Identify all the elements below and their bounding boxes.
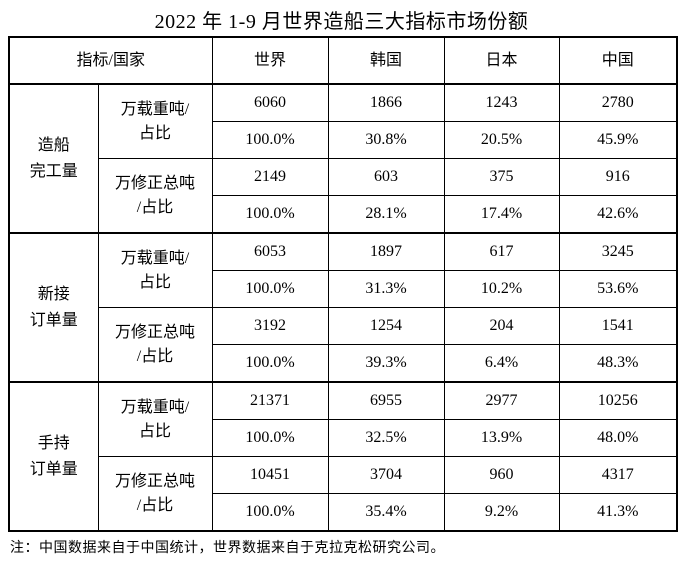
value-cell: 6955: [327, 381, 445, 420]
group-label-completions: 造船 完工量: [8, 83, 99, 234]
value-cell: 1866: [327, 83, 445, 122]
share-cell: 48.3%: [558, 344, 678, 383]
value-cell: 2780: [558, 83, 678, 122]
value-cell: 1243: [443, 83, 560, 122]
share-cell: 31.3%: [327, 270, 445, 308]
table-row: 100.0% 28.1% 17.4% 42.6%: [9, 195, 678, 234]
table-row: 手持 订单量 万载重吨/ 占比 21371 6955 2977 10256: [8, 381, 678, 532]
metric-label-cgt: 万修正总吨 /占比: [97, 456, 213, 532]
table-row: 100.0% 39.3% 6.4% 48.3%: [9, 344, 678, 383]
table-row: 100.0% 32.5% 13.9% 48.0%: [9, 419, 678, 457]
share-cell: 32.5%: [327, 419, 445, 457]
value-cell: 6053: [211, 232, 329, 271]
value-cell: 375: [443, 158, 560, 196]
table-row: 100.0% 35.4% 9.2% 41.3%: [9, 493, 678, 532]
value-cell: 1541: [558, 307, 678, 345]
share-cell: 10.2%: [443, 270, 560, 308]
share-cell: 13.9%: [443, 419, 560, 457]
share-cell: 20.5%: [443, 121, 560, 159]
metric-label-cgt: 万修正总吨 /占比: [97, 158, 213, 234]
share-cell: 42.6%: [558, 195, 678, 234]
share-cell: 39.3%: [327, 344, 445, 383]
value-cell: 6060: [211, 83, 329, 122]
value-cell: 10256: [558, 381, 678, 420]
market-share-table: 指标/国家 世界 韩国 日本 中国 造船 完工量 万载重吨/ 占比 6060 1…: [8, 36, 679, 532]
value-cell: 960: [443, 456, 560, 494]
table-row: 万修正总吨 /占比 3192 1254 204 1541: [9, 307, 678, 383]
table-title: 2022 年 1-9 月世界造船三大指标市场份额: [154, 11, 529, 33]
group-label-order-backlog: 手持 订单量: [8, 381, 99, 532]
value-cell: 603: [327, 158, 445, 196]
column-header-japan: 日本: [443, 36, 560, 85]
metric-label-dwt: 万载重吨/ 占比: [97, 83, 213, 159]
header-row: 指标/国家 世界 韩国 日本 中国: [8, 36, 678, 85]
share-cell: 17.4%: [443, 195, 560, 234]
column-header-korea: 韩国: [327, 36, 445, 85]
share-cell: 100.0%: [211, 121, 329, 159]
group-label-new-orders: 新接 订单量: [8, 232, 99, 383]
share-cell: 41.3%: [558, 493, 678, 532]
table-row: 万修正总吨 /占比 2149 603 375 916: [9, 158, 678, 234]
metric-label-cgt: 万修正总吨 /占比: [97, 307, 213, 383]
source-note: 注：中国数据来自于中国统计，世界数据来自于克拉克松研究公司。: [10, 539, 445, 555]
column-header-world: 世界: [211, 36, 329, 85]
corner-header-cell: 指标/国家: [8, 36, 213, 85]
share-cell: 100.0%: [211, 195, 329, 234]
column-header-china: 中国: [558, 36, 678, 85]
share-cell: 30.8%: [327, 121, 445, 159]
share-cell: 53.6%: [558, 270, 678, 308]
value-cell: 1254: [327, 307, 445, 345]
share-cell: 35.4%: [327, 493, 445, 532]
share-cell: 100.0%: [211, 419, 329, 457]
value-cell: 916: [558, 158, 678, 196]
share-cell: 100.0%: [211, 493, 329, 532]
value-cell: 2149: [211, 158, 329, 196]
share-cell: 6.4%: [443, 344, 560, 383]
value-cell: 1897: [327, 232, 445, 271]
value-cell: 3704: [327, 456, 445, 494]
share-cell: 48.0%: [558, 419, 678, 457]
value-cell: 617: [443, 232, 560, 271]
value-cell: 21371: [211, 381, 329, 420]
table-row: 造船 完工量 万载重吨/ 占比 6060 1866 1243 2780: [8, 83, 678, 234]
table-row: 万修正总吨 /占比 10451 3704 960 4317: [9, 456, 678, 532]
value-cell: 2977: [443, 381, 560, 420]
share-cell: 100.0%: [211, 344, 329, 383]
share-cell: 45.9%: [558, 121, 678, 159]
value-cell: 3245: [558, 232, 678, 271]
table-row: 新接 订单量 万载重吨/ 占比 6053 1897 617 3245: [8, 232, 678, 383]
value-cell: 4317: [558, 456, 678, 494]
share-cell: 100.0%: [211, 270, 329, 308]
value-cell: 10451: [211, 456, 329, 494]
table-row: 100.0% 31.3% 10.2% 53.6%: [9, 270, 678, 308]
value-cell: 3192: [211, 307, 329, 345]
share-cell: 28.1%: [327, 195, 445, 234]
value-cell: 204: [443, 307, 560, 345]
table-row: 100.0% 30.8% 20.5% 45.9%: [9, 121, 678, 159]
metric-label-dwt: 万载重吨/ 占比: [97, 232, 213, 308]
metric-label-dwt: 万载重吨/ 占比: [97, 381, 213, 457]
share-cell: 9.2%: [443, 493, 560, 532]
